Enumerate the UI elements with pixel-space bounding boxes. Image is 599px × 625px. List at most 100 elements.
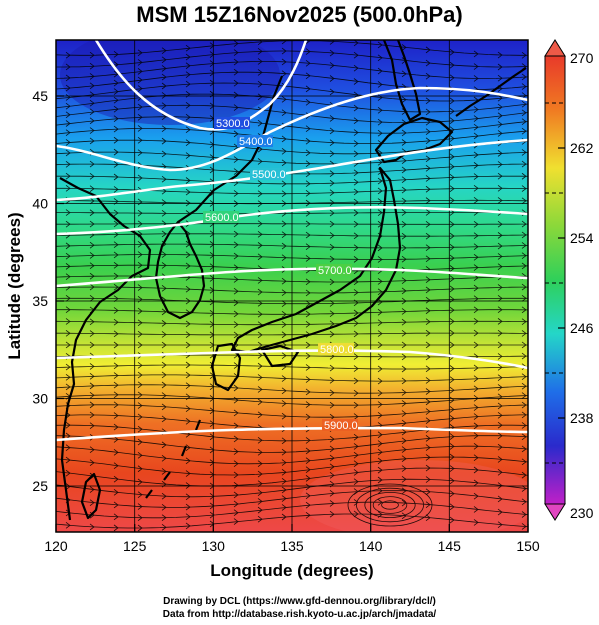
streamline-arrow bbox=[161, 415, 167, 423]
streamline-arrow bbox=[113, 423, 119, 431]
streamline-arrow bbox=[353, 309, 359, 317]
streamline-arrow bbox=[233, 518, 239, 525]
y-tick-label: 25 bbox=[32, 478, 48, 494]
streamline-arrow bbox=[257, 398, 263, 406]
streamline-arrow bbox=[329, 243, 335, 251]
streamline-arrow bbox=[281, 387, 287, 395]
streamline-arrow bbox=[473, 123, 479, 131]
streamline-arrow bbox=[137, 391, 143, 399]
streamline-arrow bbox=[521, 433, 527, 441]
streamline-arrow bbox=[425, 353, 431, 361]
streamline-arrow bbox=[65, 469, 71, 477]
streamline-arrow bbox=[497, 495, 503, 503]
streamline-arrow bbox=[65, 172, 71, 180]
streamline-arrow bbox=[137, 491, 143, 498]
streamline-arrow bbox=[185, 139, 191, 146]
streamline-arrow bbox=[425, 221, 431, 228]
streamline-arrow bbox=[185, 62, 191, 70]
streamline-arrow bbox=[353, 51, 359, 59]
streamline-arrow bbox=[89, 411, 95, 419]
y-axis-title: Latitude (degrees) bbox=[5, 212, 24, 359]
streamline-arrow bbox=[113, 318, 119, 326]
streamline-arrow bbox=[425, 209, 431, 216]
streamline-arrow bbox=[209, 331, 215, 339]
streamline-arrow bbox=[473, 413, 479, 420]
streamline-arrow bbox=[113, 372, 119, 379]
streamline-arrow bbox=[521, 392, 527, 399]
streamline-arrow bbox=[497, 51, 503, 59]
streamline-arrow bbox=[137, 425, 143, 433]
streamline-arrow bbox=[401, 353, 407, 361]
streamline-arrow bbox=[281, 300, 287, 307]
streamline-arrow bbox=[113, 330, 119, 338]
streamline-arrow bbox=[209, 42, 215, 50]
streamline-arrow bbox=[497, 412, 503, 419]
streamline-arrow bbox=[89, 91, 95, 98]
streamline-arrow bbox=[65, 444, 71, 451]
streamline-arrow bbox=[89, 295, 95, 302]
streamline-arrow bbox=[281, 47, 287, 55]
streamline-arrow bbox=[281, 147, 287, 155]
streamline-arrow bbox=[209, 102, 215, 110]
streamline-arrow bbox=[89, 160, 95, 168]
streamline-arrow bbox=[137, 413, 143, 421]
streamline-arrow bbox=[473, 479, 479, 487]
streamline-arrow bbox=[497, 197, 503, 204]
circulation-ring bbox=[372, 496, 408, 514]
streamline-arrow bbox=[89, 99, 95, 107]
streamline-arrow bbox=[113, 51, 119, 58]
streamline-arrow bbox=[257, 119, 263, 127]
streamline-arrow bbox=[449, 329, 455, 337]
streamline-arrow bbox=[425, 341, 431, 349]
streamline-arrow bbox=[329, 127, 335, 135]
streamline-arrow bbox=[209, 189, 215, 197]
streamline-arrow bbox=[233, 362, 239, 369]
streamline-arrow bbox=[233, 481, 239, 489]
streamline-arrow bbox=[113, 513, 119, 521]
streamline-arrow bbox=[521, 283, 527, 291]
streamline-arrow bbox=[329, 510, 335, 518]
streamline-arrow bbox=[185, 262, 191, 270]
streamline-arrow bbox=[473, 264, 479, 271]
streamline-arrow bbox=[377, 81, 383, 88]
streamline-arrow bbox=[425, 501, 431, 508]
streamline-arrow bbox=[329, 389, 335, 397]
streamline-arrow bbox=[113, 524, 119, 532]
streamline-arrow bbox=[113, 125, 119, 133]
streamline-arrow bbox=[137, 149, 143, 157]
streamline-arrow bbox=[65, 84, 71, 92]
streamline-arrow bbox=[185, 470, 191, 477]
y-tick-label: 35 bbox=[32, 293, 48, 309]
cold-core bbox=[60, 40, 280, 125]
streamline-arrow bbox=[281, 180, 287, 188]
x-tick-label: 125 bbox=[123, 538, 147, 554]
streamline-arrow bbox=[257, 506, 263, 514]
streamline-arrow bbox=[65, 63, 71, 71]
streamline-arrow bbox=[65, 373, 71, 381]
streamline-arrow bbox=[185, 113, 191, 121]
streamline-arrow bbox=[473, 317, 479, 325]
streamline-arrow bbox=[521, 422, 527, 429]
streamline-arrow bbox=[401, 232, 407, 240]
streamline-arrow bbox=[497, 220, 503, 228]
streamline-arrow bbox=[281, 277, 287, 285]
streamline-arrow bbox=[473, 466, 479, 474]
y-tick-label: 30 bbox=[32, 391, 48, 407]
x-tick-labels: 120 125 130 135 140 145 150 bbox=[44, 538, 540, 554]
streamline-arrow bbox=[185, 199, 191, 207]
streamline-arrow bbox=[113, 241, 119, 249]
streamline-arrow bbox=[449, 503, 455, 511]
streamline-arrow bbox=[233, 500, 239, 508]
streamline-arrow bbox=[473, 284, 479, 292]
streamline-arrow bbox=[353, 78, 359, 85]
streamline-arrow bbox=[521, 445, 527, 453]
streamline-arrow bbox=[185, 44, 191, 52]
colorbar-label: 270 bbox=[570, 50, 594, 66]
streamline-arrow bbox=[185, 513, 191, 521]
streamline-arrow bbox=[353, 289, 359, 296]
streamline-arrow bbox=[137, 503, 143, 510]
streamline-arrow bbox=[65, 51, 71, 59]
streamline-arrow bbox=[329, 320, 335, 328]
streamline-arrow bbox=[473, 132, 479, 140]
streamline-arrow bbox=[185, 361, 191, 369]
